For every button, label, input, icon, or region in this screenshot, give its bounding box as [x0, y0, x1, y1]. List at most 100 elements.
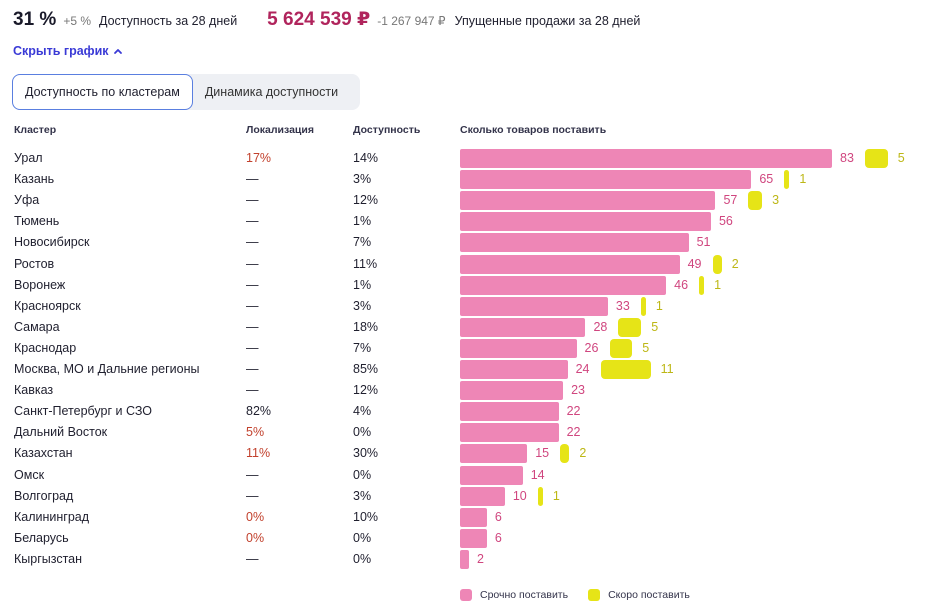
availability-value: 18%	[353, 319, 379, 334]
table-row[interactable]: Москва, МО и Дальние регионы — 85% 24 11	[0, 359, 933, 380]
bar-urgent[interactable]	[460, 381, 564, 401]
tab-availability-by-cluster[interactable]: Доступность по кластерам	[12, 74, 193, 110]
localization-value: —	[246, 214, 259, 229]
bar-soon[interactable]	[618, 317, 642, 337]
bar-soon[interactable]	[699, 275, 705, 295]
value-label-soon: 5	[642, 340, 650, 355]
table-row[interactable]: Уфа — 12% 57 3	[0, 190, 933, 211]
value-label-urgent: 22	[566, 425, 581, 440]
bar-soon[interactable]	[600, 360, 651, 379]
table-row[interactable]: Казахстан 11% 30% 15 2	[0, 443, 933, 464]
table-row[interactable]: Воронеж — 1% 46 1	[0, 275, 933, 296]
column-header-localization[interactable]: Локализация	[246, 124, 314, 136]
bar-soon[interactable]	[748, 191, 763, 211]
bar-urgent[interactable]	[460, 402, 559, 422]
localization-value: —	[246, 235, 259, 250]
legend-swatch-urgent	[460, 589, 472, 601]
bar-urgent[interactable]	[460, 212, 711, 232]
table-row[interactable]: Урал 17% 14% 83 5	[0, 148, 933, 169]
value-label-soon: 1	[714, 277, 722, 292]
table-row[interactable]: Беларусь 0% 0% 6	[0, 528, 933, 549]
bar-urgent[interactable]	[460, 233, 689, 253]
localization-value: —	[246, 319, 259, 334]
table-row[interactable]: Калининград 0% 10% 6	[0, 507, 933, 528]
table-row[interactable]: Кыргызстан — 0% 2	[0, 549, 933, 570]
bar-urgent[interactable]	[460, 444, 528, 464]
table-row[interactable]: Кавказ — 12% 23	[0, 380, 933, 401]
table-row[interactable]: Дальний Восток 5% 0% 22	[0, 422, 933, 443]
table-row[interactable]: Ростов — 11% 49 2	[0, 254, 933, 275]
bar-soon[interactable]	[784, 170, 790, 190]
table-row[interactable]: Санкт-Петербург и СЗО 82% 4% 22	[0, 401, 933, 422]
hide-chart-link[interactable]: Скрыть график	[13, 44, 123, 58]
view-tabs: Доступность по кластерам Динамика доступ…	[12, 74, 361, 110]
availability-value: 0%	[353, 530, 372, 545]
cluster-name: Урал	[14, 151, 43, 165]
bar-soon[interactable]	[640, 296, 646, 316]
bar-urgent[interactable]	[460, 360, 568, 379]
table-row[interactable]: Краснодар — 7% 26 5	[0, 338, 933, 359]
bar-urgent[interactable]	[460, 191, 716, 211]
bar-urgent[interactable]	[460, 254, 680, 274]
localization-value: —	[246, 172, 259, 187]
bar-urgent[interactable]	[460, 507, 487, 527]
bar-urgent[interactable]	[460, 149, 832, 168]
table-row[interactable]: Казань — 3% 65 1	[0, 169, 933, 190]
availability-label: Доступность за 28 дней	[99, 14, 238, 28]
bar-urgent[interactable]	[460, 423, 559, 443]
value-label-urgent: 46	[674, 277, 689, 292]
cluster-name: Воронеж	[14, 277, 66, 292]
cluster-name: Казань	[14, 172, 55, 187]
legend-label-urgent: Срочно поставить	[480, 589, 569, 601]
bar-urgent[interactable]	[460, 486, 505, 506]
cluster-name: Беларусь	[14, 530, 69, 545]
table-row[interactable]: Волгоград — 3% 10 1	[0, 486, 933, 507]
value-label-urgent: 83	[840, 151, 854, 165]
table-row[interactable]: Тюмень — 1% 56	[0, 211, 933, 232]
cluster-name: Волгоград	[14, 488, 74, 503]
bar-urgent[interactable]	[460, 338, 577, 358]
bar-soon[interactable]	[537, 486, 543, 506]
value-label-urgent: 26	[584, 340, 599, 355]
cluster-name: Ростов	[14, 256, 55, 271]
localization-value: 0%	[246, 509, 265, 524]
value-label-urgent: 14	[530, 467, 545, 482]
availability-value: 3%	[353, 172, 372, 187]
legend-item-urgent: Срочно поставить	[460, 589, 568, 601]
bar-soon[interactable]	[560, 444, 570, 464]
availability-value: 3%	[353, 488, 372, 503]
table-row[interactable]: Новосибирск — 7% 51	[0, 232, 933, 253]
value-label-urgent: 10	[512, 488, 527, 503]
availability-value: 7%	[353, 340, 372, 355]
legend-swatch-soon	[588, 589, 601, 601]
tab-availability-dynamics[interactable]: Динамика доступности	[204, 85, 339, 99]
cluster-name: Кыргызстан	[14, 551, 83, 566]
table-row[interactable]: Омск — 0% 14	[0, 465, 933, 486]
availability-value: 30%	[353, 446, 379, 461]
bar-urgent[interactable]	[460, 528, 487, 548]
bar-urgent[interactable]	[460, 317, 586, 337]
bar-urgent[interactable]	[460, 170, 752, 190]
localization-value: —	[246, 362, 259, 376]
hide-chart-label: Скрыть график	[13, 44, 109, 58]
bar-urgent[interactable]	[460, 465, 523, 485]
bar-soon[interactable]	[712, 254, 722, 274]
value-label-urgent: 15	[535, 446, 550, 461]
value-label-urgent: 22	[566, 404, 581, 419]
lost-sales-value: 5 624 539 ₽	[267, 9, 371, 30]
localization-value: 82%	[246, 404, 272, 419]
bar-urgent[interactable]	[460, 275, 667, 295]
bar-urgent[interactable]	[460, 549, 469, 569]
value-label-soon: 2	[731, 256, 739, 271]
table-row[interactable]: Красноярск — 3% 33 1	[0, 296, 933, 317]
column-header-cluster[interactable]: Кластер	[14, 124, 57, 136]
bar-soon[interactable]	[609, 338, 633, 358]
column-header-availability[interactable]: Доступность	[353, 124, 421, 136]
value-label-urgent: 65	[759, 172, 774, 187]
availability-value: 85%	[353, 362, 379, 376]
cluster-name: Уфа	[14, 193, 40, 208]
table-row[interactable]: Самара — 18% 28 5	[0, 317, 933, 338]
bar-soon[interactable]	[865, 149, 888, 168]
availability-value: 31 %	[13, 9, 57, 30]
bar-urgent[interactable]	[460, 296, 608, 316]
